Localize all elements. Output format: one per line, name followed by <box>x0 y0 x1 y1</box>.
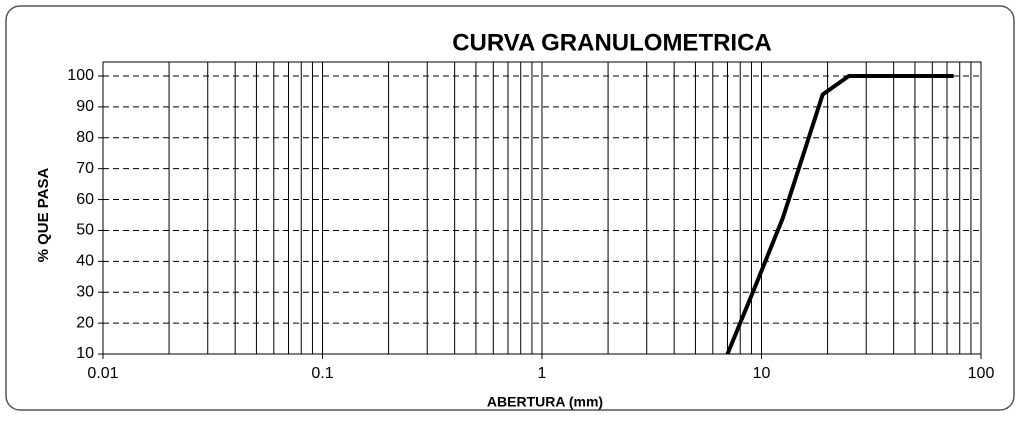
y-tick-label: 100 <box>67 67 94 84</box>
x-tick-label: 0.01 <box>87 365 118 382</box>
x-axis-label: ABERTURA (mm) <box>487 394 603 410</box>
y-tick-label: 90 <box>76 98 94 115</box>
frame <box>5 5 1015 411</box>
x-tick-label: 10 <box>753 365 771 382</box>
x-tick-label: 1 <box>538 365 547 382</box>
y-tick-label: 70 <box>76 160 94 177</box>
y-tick-label: 80 <box>76 129 94 146</box>
chart-title: CURVA GRANULOMETRICA <box>452 29 772 56</box>
x-tick-label: 0.1 <box>311 365 333 382</box>
y-tick-label: 60 <box>76 191 94 208</box>
y-axis-label: % QUE PASA <box>35 167 52 262</box>
y-tick-label: 40 <box>76 253 94 270</box>
y-tick-label: 50 <box>76 222 94 239</box>
y-tick-label: 30 <box>76 283 94 300</box>
y-tick-label: 10 <box>76 345 94 362</box>
curve <box>725 74 954 355</box>
y-tick-label: 20 <box>76 314 94 331</box>
x-tick-label: 100 <box>968 365 995 382</box>
